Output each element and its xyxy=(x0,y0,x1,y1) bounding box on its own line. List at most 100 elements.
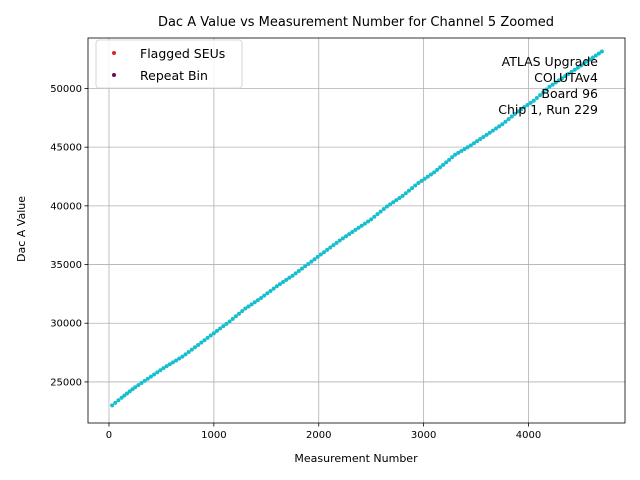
data-point xyxy=(155,370,160,375)
data-point xyxy=(303,264,308,269)
data-point xyxy=(145,376,150,381)
data-point xyxy=(465,145,470,150)
data-point xyxy=(110,403,115,408)
data-point xyxy=(174,358,179,363)
data-point xyxy=(281,280,286,285)
data-point xyxy=(544,87,549,92)
data-point xyxy=(170,360,175,365)
data-point xyxy=(478,137,483,142)
data-point xyxy=(142,378,147,383)
data-point xyxy=(441,162,446,167)
data-point xyxy=(566,72,571,77)
data-point xyxy=(299,266,304,271)
data-point xyxy=(321,250,326,255)
data-point xyxy=(541,90,546,95)
data-point xyxy=(366,219,371,224)
data-point xyxy=(350,230,355,235)
data-point xyxy=(547,84,552,89)
chart-title: Dac A Value vs Measurement Number for Ch… xyxy=(158,15,554,30)
x-tick-label: 0 xyxy=(106,430,112,441)
y-tick-label: 45000 xyxy=(50,143,82,154)
data-point xyxy=(481,134,486,139)
data-point xyxy=(428,172,433,177)
legend: Flagged SEUs Repeat Bin xyxy=(95,39,243,89)
data-point xyxy=(268,288,273,293)
data-point xyxy=(224,321,229,326)
data-point xyxy=(356,225,361,230)
data-point xyxy=(113,400,118,405)
legend-label-flagged-seus: Flagged SEUs xyxy=(140,46,225,61)
data-point xyxy=(584,59,589,64)
data-point xyxy=(425,174,430,179)
data-point xyxy=(186,349,191,354)
y-tick-label: 25000 xyxy=(50,377,82,388)
y-axis-label: Dac A Value xyxy=(15,196,28,262)
data-point xyxy=(227,319,232,324)
data-point xyxy=(438,165,443,170)
data-point xyxy=(183,352,188,357)
data-point xyxy=(531,98,536,103)
axes-frame xyxy=(87,37,626,424)
data-point xyxy=(553,80,558,85)
data-point xyxy=(484,132,489,137)
data-point xyxy=(422,176,427,181)
data-point xyxy=(468,143,473,148)
data-point xyxy=(277,282,282,287)
legend-marker-flagged-seus xyxy=(112,51,116,55)
data-point xyxy=(560,76,565,81)
data-point xyxy=(587,57,592,62)
data-point xyxy=(487,130,492,135)
data-point xyxy=(265,291,270,296)
y-tick-label: 50000 xyxy=(50,84,82,95)
data-point xyxy=(325,247,330,252)
legend-box xyxy=(95,39,243,89)
legend-marker-repeat-bin xyxy=(112,73,116,77)
x-axis-label: Measurement Number xyxy=(294,452,418,465)
annotation-block: ATLAS Upgrade COLUTAv4 Board 96 Chip 1, … xyxy=(498,54,598,117)
data-point xyxy=(432,170,437,175)
data-point xyxy=(290,273,295,278)
data-point xyxy=(205,335,210,340)
data-point xyxy=(381,207,386,212)
x-tick-label: 3000 xyxy=(411,430,436,441)
data-point xyxy=(444,160,449,165)
data-point xyxy=(116,398,121,403)
data-point xyxy=(237,311,242,316)
data-point xyxy=(369,217,374,222)
x-tick-label: 4000 xyxy=(516,430,541,441)
data-point xyxy=(312,257,317,262)
data-point xyxy=(119,395,124,400)
x-tick-label: 2000 xyxy=(306,430,331,441)
data-point xyxy=(177,356,182,361)
data-point xyxy=(148,374,153,379)
data-point xyxy=(453,152,458,157)
data-point xyxy=(337,238,342,243)
data-point xyxy=(161,366,166,371)
data-point xyxy=(596,51,601,56)
data-point xyxy=(139,380,144,385)
data-point xyxy=(447,157,452,162)
annotation-line-1: ATLAS Upgrade xyxy=(502,54,599,69)
data-point xyxy=(456,150,461,155)
data-point xyxy=(192,345,197,350)
data-point xyxy=(534,95,539,100)
data-point xyxy=(287,275,292,280)
data-point xyxy=(593,53,598,58)
data-point xyxy=(497,124,502,129)
data-point xyxy=(152,372,157,377)
data-point xyxy=(394,198,399,203)
data-point xyxy=(127,389,132,394)
data-point xyxy=(240,309,245,314)
annotation-line-3: Board 96 xyxy=(541,86,598,101)
data-point xyxy=(296,269,301,273)
data-point xyxy=(199,340,204,345)
data-point xyxy=(384,204,389,209)
data-point xyxy=(490,128,495,133)
data-points xyxy=(110,49,604,408)
data-point xyxy=(538,93,543,98)
data-point xyxy=(262,293,267,298)
data-point xyxy=(475,139,480,144)
data-point xyxy=(459,149,464,154)
data-point xyxy=(519,107,524,112)
